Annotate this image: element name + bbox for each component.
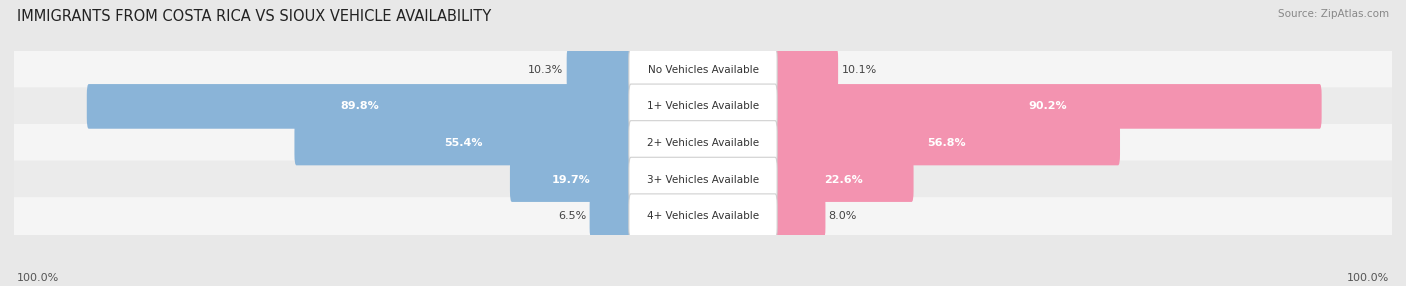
FancyBboxPatch shape <box>589 194 633 239</box>
Text: 100.0%: 100.0% <box>1347 273 1389 283</box>
FancyBboxPatch shape <box>628 47 778 92</box>
FancyBboxPatch shape <box>14 124 1392 162</box>
Text: 1+ Vehicles Available: 1+ Vehicles Available <box>647 102 759 111</box>
FancyBboxPatch shape <box>628 121 778 165</box>
Text: 100.0%: 100.0% <box>17 273 59 283</box>
Text: 2+ Vehicles Available: 2+ Vehicles Available <box>647 138 759 148</box>
FancyBboxPatch shape <box>628 157 778 202</box>
Text: IMMIGRANTS FROM COSTA RICA VS SIOUX VEHICLE AVAILABILITY: IMMIGRANTS FROM COSTA RICA VS SIOUX VEHI… <box>17 9 491 23</box>
FancyBboxPatch shape <box>87 84 633 129</box>
FancyBboxPatch shape <box>294 121 633 165</box>
FancyBboxPatch shape <box>773 84 1322 129</box>
FancyBboxPatch shape <box>14 51 1392 89</box>
Text: 90.2%: 90.2% <box>1028 102 1067 111</box>
Text: 89.8%: 89.8% <box>340 102 380 111</box>
Text: No Vehicles Available: No Vehicles Available <box>648 65 758 75</box>
Text: 4+ Vehicles Available: 4+ Vehicles Available <box>647 211 759 221</box>
FancyBboxPatch shape <box>773 47 838 92</box>
Text: 56.8%: 56.8% <box>928 138 966 148</box>
FancyBboxPatch shape <box>773 194 825 239</box>
FancyBboxPatch shape <box>14 197 1392 235</box>
FancyBboxPatch shape <box>14 160 1392 199</box>
FancyBboxPatch shape <box>628 194 778 239</box>
Text: 19.7%: 19.7% <box>553 175 591 184</box>
Text: 3+ Vehicles Available: 3+ Vehicles Available <box>647 175 759 184</box>
FancyBboxPatch shape <box>773 157 914 202</box>
Text: 10.3%: 10.3% <box>529 65 564 75</box>
FancyBboxPatch shape <box>628 84 778 129</box>
Text: 22.6%: 22.6% <box>824 175 863 184</box>
FancyBboxPatch shape <box>773 121 1121 165</box>
Text: 8.0%: 8.0% <box>828 211 858 221</box>
FancyBboxPatch shape <box>510 157 633 202</box>
FancyBboxPatch shape <box>567 47 633 92</box>
Text: 6.5%: 6.5% <box>558 211 586 221</box>
Text: 55.4%: 55.4% <box>444 138 482 148</box>
Text: 10.1%: 10.1% <box>841 65 877 75</box>
FancyBboxPatch shape <box>14 87 1392 126</box>
Text: Source: ZipAtlas.com: Source: ZipAtlas.com <box>1278 9 1389 19</box>
